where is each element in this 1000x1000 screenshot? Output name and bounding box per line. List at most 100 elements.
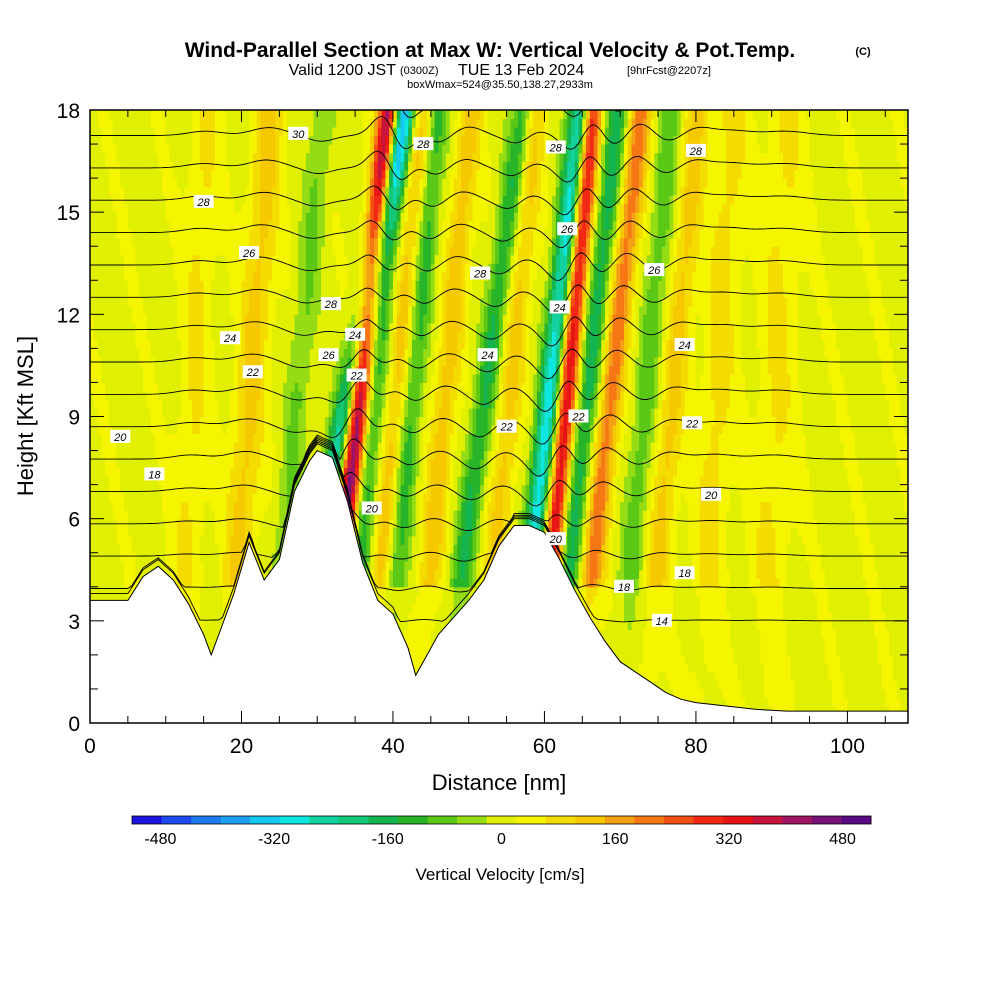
velocity-cell: [211, 263, 216, 273]
velocity-cell: [120, 348, 125, 358]
velocity-cell: [279, 237, 284, 247]
velocity-cell: [199, 433, 205, 443]
velocity-cell: [233, 297, 239, 307]
velocity-cell: [294, 467, 299, 477]
velocity-cell: [226, 501, 231, 511]
velocity-cell: [249, 263, 254, 273]
velocity-cell: [196, 305, 201, 315]
velocity-cell: [139, 178, 144, 188]
velocity-cell: [116, 450, 121, 460]
velocity-cell: [233, 144, 239, 154]
velocity-cell: [260, 442, 265, 452]
velocity-cell: [256, 442, 262, 452]
velocity-cell: [124, 297, 129, 307]
velocity-cell: [309, 254, 315, 264]
velocity-cell: [298, 254, 303, 264]
velocity-cell: [207, 237, 212, 247]
velocity-cell: [199, 569, 205, 579]
velocity-cell: [150, 433, 155, 443]
velocity-cell: [339, 382, 345, 392]
velocity-cell: [249, 322, 254, 332]
velocity-cell: [108, 186, 114, 196]
velocity-cell: [180, 178, 186, 188]
velocity-cell: [180, 297, 186, 307]
velocity-cell: [93, 510, 99, 520]
velocity-cell: [150, 195, 155, 205]
velocity-cell: [192, 348, 197, 358]
velocity-cell: [245, 118, 250, 128]
velocity-cell: [116, 195, 121, 205]
velocity-cell: [105, 569, 110, 579]
velocity-cell: [218, 586, 224, 596]
velocity-cell: [302, 356, 307, 367]
velocity-cell: [241, 433, 246, 443]
velocity-cell: [161, 127, 167, 137]
velocity-cell: [161, 169, 167, 179]
velocity-cell: [256, 178, 262, 188]
velocity-cell: [196, 110, 201, 120]
velocity-cell: [264, 144, 269, 154]
velocity-cell: [184, 314, 190, 324]
velocity-cell: [169, 510, 174, 520]
velocity-cell: [154, 297, 159, 307]
velocity-cell: [135, 561, 140, 571]
velocity-cell: [321, 382, 326, 392]
velocity-cell: [93, 552, 99, 562]
velocity-cell: [214, 229, 220, 239]
velocity-cell: [241, 484, 246, 494]
velocity-cell: [249, 178, 254, 188]
velocity-cell: [154, 229, 159, 239]
velocity-cell: [328, 144, 333, 154]
velocity-cell: [173, 203, 178, 213]
velocity-cell: [203, 493, 208, 503]
velocity-cell: [222, 365, 227, 375]
velocity-cell: [241, 407, 246, 418]
velocity-cell: [275, 373, 280, 384]
velocity-cell: [302, 110, 307, 120]
velocity-cell: [252, 493, 258, 503]
velocity-cell: [90, 450, 95, 460]
velocity-cell: [97, 476, 102, 486]
velocity-cell: [203, 527, 208, 537]
velocity-cell: [131, 493, 137, 503]
velocity-cell: [256, 169, 262, 179]
velocity-cell: [214, 399, 220, 409]
velocity-cell: [305, 399, 311, 409]
velocity-cell: [294, 178, 299, 188]
velocity-cell: [161, 399, 167, 409]
velocity-cell: [127, 331, 133, 341]
velocity-cell: [173, 178, 178, 188]
velocity-cell: [108, 578, 114, 588]
velocity-cell: [112, 501, 118, 511]
velocity-cell: [211, 186, 216, 196]
velocity-cell: [245, 220, 250, 230]
velocity-cell: [150, 476, 155, 486]
velocity-cell: [283, 110, 288, 120]
velocity-cell: [279, 314, 284, 324]
velocity-cell: [230, 237, 235, 247]
velocity-cell: [222, 578, 227, 588]
velocity-cell: [188, 203, 193, 213]
velocity-cell: [298, 382, 303, 392]
velocity-cell: [275, 288, 280, 298]
velocity-cell: [173, 527, 178, 537]
velocity-cell: [214, 339, 220, 349]
velocity-cell: [271, 365, 277, 375]
velocity-cell: [177, 237, 182, 247]
velocity-cell: [230, 493, 235, 503]
velocity-cell: [256, 390, 262, 401]
velocity-cell: [241, 442, 246, 452]
velocity-cell: [120, 510, 125, 520]
velocity-cell: [146, 493, 152, 503]
velocity-cell: [271, 535, 277, 545]
velocity-cell: [260, 263, 265, 273]
velocity-cell: [222, 373, 227, 384]
velocity-cell: [199, 161, 205, 171]
velocity-cell: [188, 297, 193, 307]
velocity-cell: [112, 348, 118, 358]
velocity-cell: [211, 407, 216, 418]
velocity-cell: [127, 118, 133, 128]
velocity-cell: [161, 314, 167, 324]
velocity-cell: [124, 527, 129, 537]
velocity-cell: [267, 280, 273, 290]
